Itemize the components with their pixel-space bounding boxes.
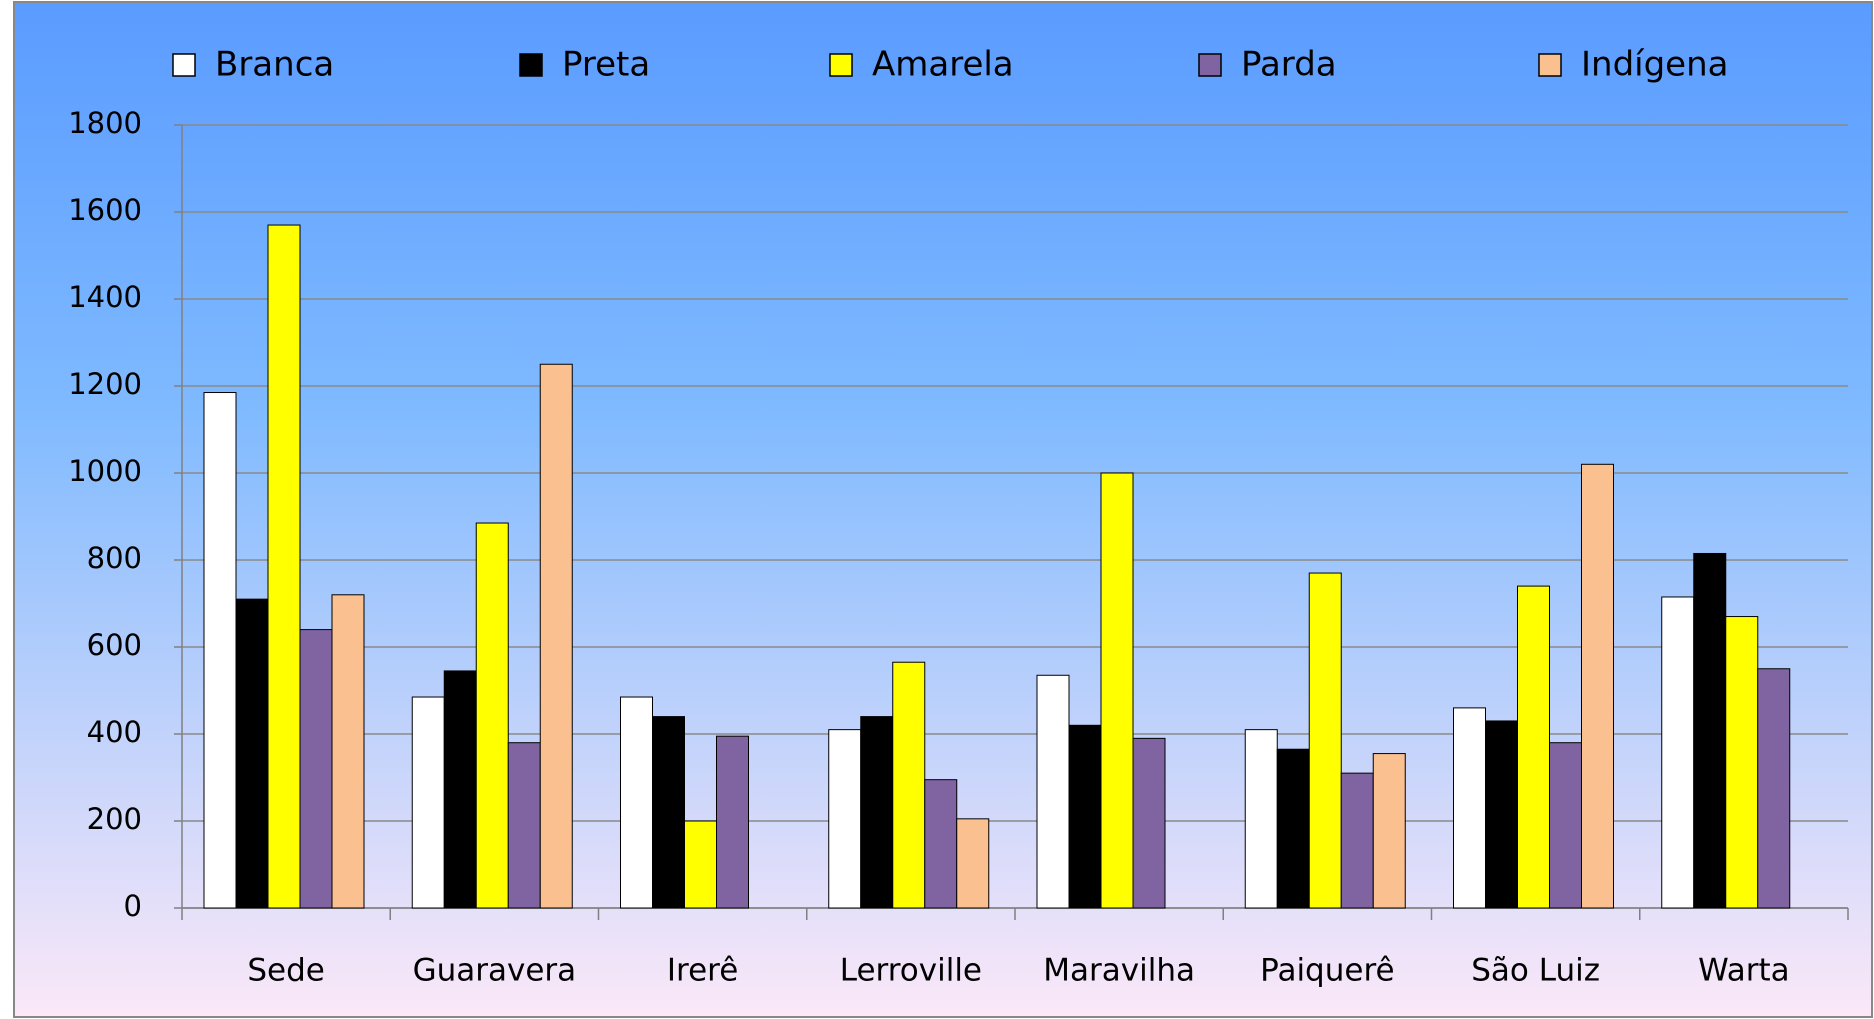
- x-tick-label: Sede: [247, 953, 325, 989]
- bar: [892, 661, 926, 909]
- y-tick-label: 1600: [68, 193, 142, 227]
- x-tick-label: Paiquerê: [1260, 953, 1394, 989]
- bar: [956, 818, 990, 909]
- legend-label: Amarela: [872, 45, 1014, 85]
- x-tick-label: Maravilha: [1043, 953, 1195, 989]
- y-tick-label: 1800: [68, 106, 142, 140]
- y-tick-label: 0: [124, 889, 142, 923]
- bar: [539, 363, 573, 909]
- bar: [1036, 674, 1070, 909]
- legend-label: Indígena: [1581, 45, 1729, 85]
- y-tick-label: 1400: [68, 280, 142, 314]
- bar: [1372, 753, 1406, 909]
- bar: [331, 594, 365, 909]
- bar: [716, 735, 749, 909]
- bar: [1661, 596, 1695, 909]
- y-tick-label: 200: [87, 802, 142, 836]
- legend-swatch: [829, 53, 853, 77]
- legend-label: Branca: [215, 45, 334, 85]
- bar: [1244, 729, 1278, 909]
- bar: [828, 729, 862, 909]
- y-tick-label: 1200: [68, 367, 142, 401]
- y-tick-label: 800: [87, 541, 142, 575]
- bar: [1276, 748, 1310, 909]
- bar: [475, 522, 509, 909]
- bar: [411, 696, 445, 909]
- bar: [443, 670, 477, 909]
- bar: [203, 392, 237, 909]
- bar: [1581, 463, 1614, 909]
- bar: [1549, 742, 1582, 909]
- x-tick-label: São Luiz: [1471, 953, 1600, 989]
- bar: [235, 598, 269, 909]
- bar: [1340, 772, 1374, 909]
- x-tick-label: Irerê: [667, 953, 738, 989]
- bar: [1132, 737, 1166, 909]
- legend-swatch: [1538, 53, 1562, 77]
- bar: [620, 696, 653, 909]
- x-tick-label: Lerroville: [840, 953, 982, 989]
- bar: [1693, 552, 1727, 909]
- bar: [1485, 720, 1518, 909]
- y-tick-label: 1000: [68, 454, 142, 488]
- x-tick-label: Guaravera: [413, 953, 577, 989]
- bar: [1517, 585, 1550, 909]
- y-tick-label: 400: [87, 715, 142, 749]
- y-tick-label: 600: [87, 628, 142, 662]
- legend-label: Preta: [562, 45, 650, 85]
- legend-label: Parda: [1241, 45, 1337, 85]
- bar: [924, 779, 958, 909]
- bar: [507, 742, 541, 909]
- bar: [299, 629, 333, 909]
- bar: [1308, 572, 1342, 909]
- bar: [1757, 668, 1791, 909]
- bar: [1068, 724, 1102, 909]
- x-tick-label: Warta: [1698, 953, 1790, 989]
- legend-swatch: [172, 53, 196, 77]
- bar: [860, 716, 894, 909]
- bar: [267, 224, 301, 909]
- bar: [652, 716, 685, 909]
- bar: [1453, 707, 1486, 909]
- bar: [1725, 616, 1759, 909]
- bar: [684, 820, 717, 909]
- legend-swatch: [519, 53, 543, 77]
- bar: [1100, 472, 1134, 909]
- legend-swatch: [1198, 53, 1222, 77]
